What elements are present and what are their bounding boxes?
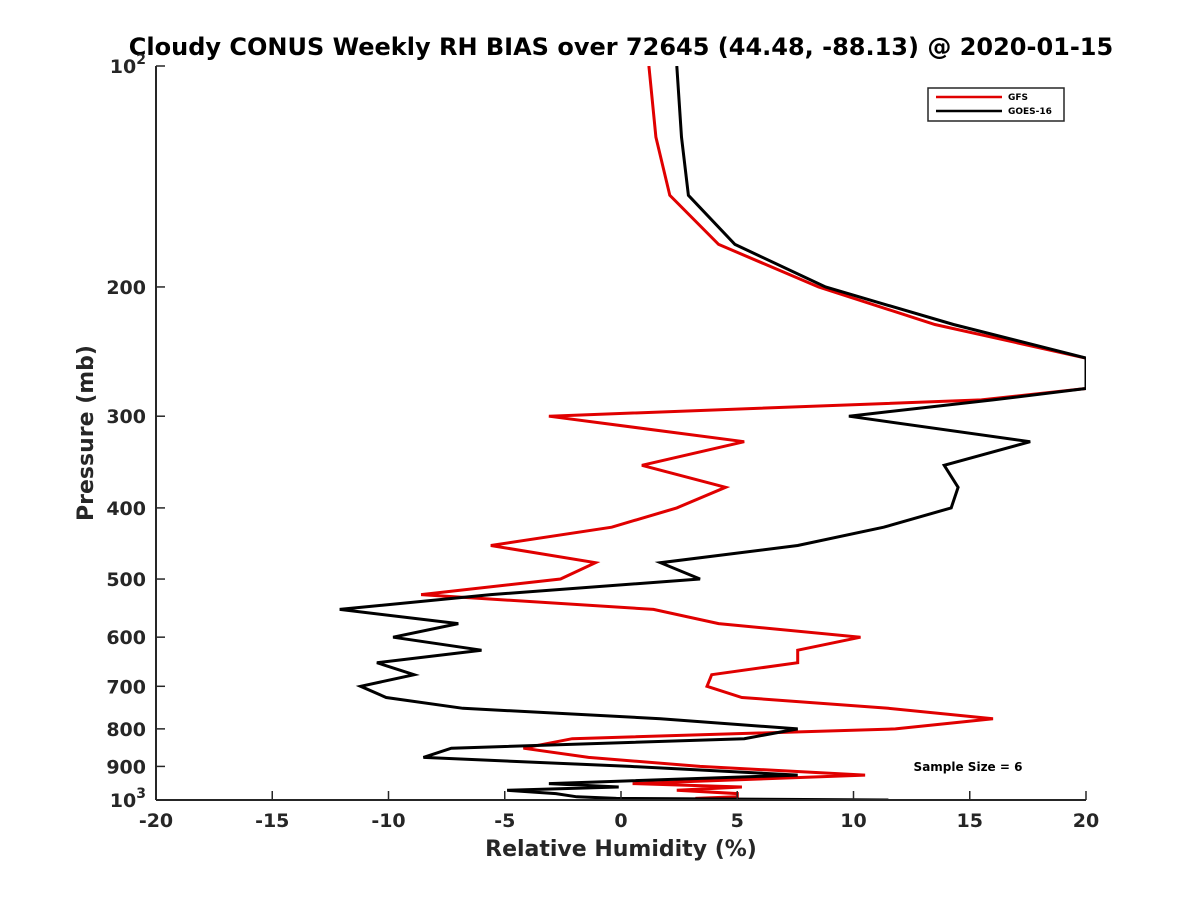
x-axis-ticks: -20 -15 -10 -5 0 5 10 15 20 — [139, 791, 1099, 832]
x-tick-label: 5 — [731, 810, 744, 832]
y-tick-label: 800 — [106, 719, 146, 741]
legend-label-gfs: GFS — [1008, 93, 1028, 103]
y-tick-label: 900 — [106, 756, 146, 778]
y-tick-label: 300 — [106, 406, 146, 428]
x-tick-label: -15 — [255, 810, 289, 832]
y-tick-label: 103 — [110, 786, 146, 812]
y-tick-label: 500 — [106, 569, 146, 591]
x-tick-label: -5 — [494, 810, 515, 832]
y-tick-label: 400 — [106, 498, 146, 520]
x-tick-label: 15 — [957, 810, 983, 832]
x-tick-label: 0 — [614, 810, 627, 832]
x-tick-label: -10 — [371, 810, 405, 832]
y-tick-label: 102 — [110, 52, 146, 78]
y-tick-label: 600 — [106, 627, 146, 649]
y-axis-ticks: 102 200 300 400 500 600 700 800 900 103 — [106, 52, 165, 812]
y-axis-label: Pressure (mb) — [74, 345, 99, 521]
x-axis-label: Relative Humidity (%) — [485, 837, 757, 862]
x-tick-label: -20 — [139, 810, 173, 832]
chart-title: Cloudy CONUS Weekly RH BIAS over 72645 (… — [129, 33, 1113, 61]
x-tick-label: 20 — [1073, 810, 1099, 832]
sample-size-annotation: Sample Size = 6 — [914, 760, 1023, 774]
x-tick-label: 10 — [840, 810, 866, 832]
series-line-gfs — [420, 66, 1086, 800]
y-tick-label: 200 — [106, 277, 146, 299]
legend-label-goes16: GOES-16 — [1008, 107, 1052, 117]
y-tick-label: 700 — [106, 676, 146, 698]
legend-box — [927, 87, 1065, 122]
series-line-goes-16 — [339, 66, 1086, 800]
legend: GFS GOES-16 — [927, 87, 1065, 122]
